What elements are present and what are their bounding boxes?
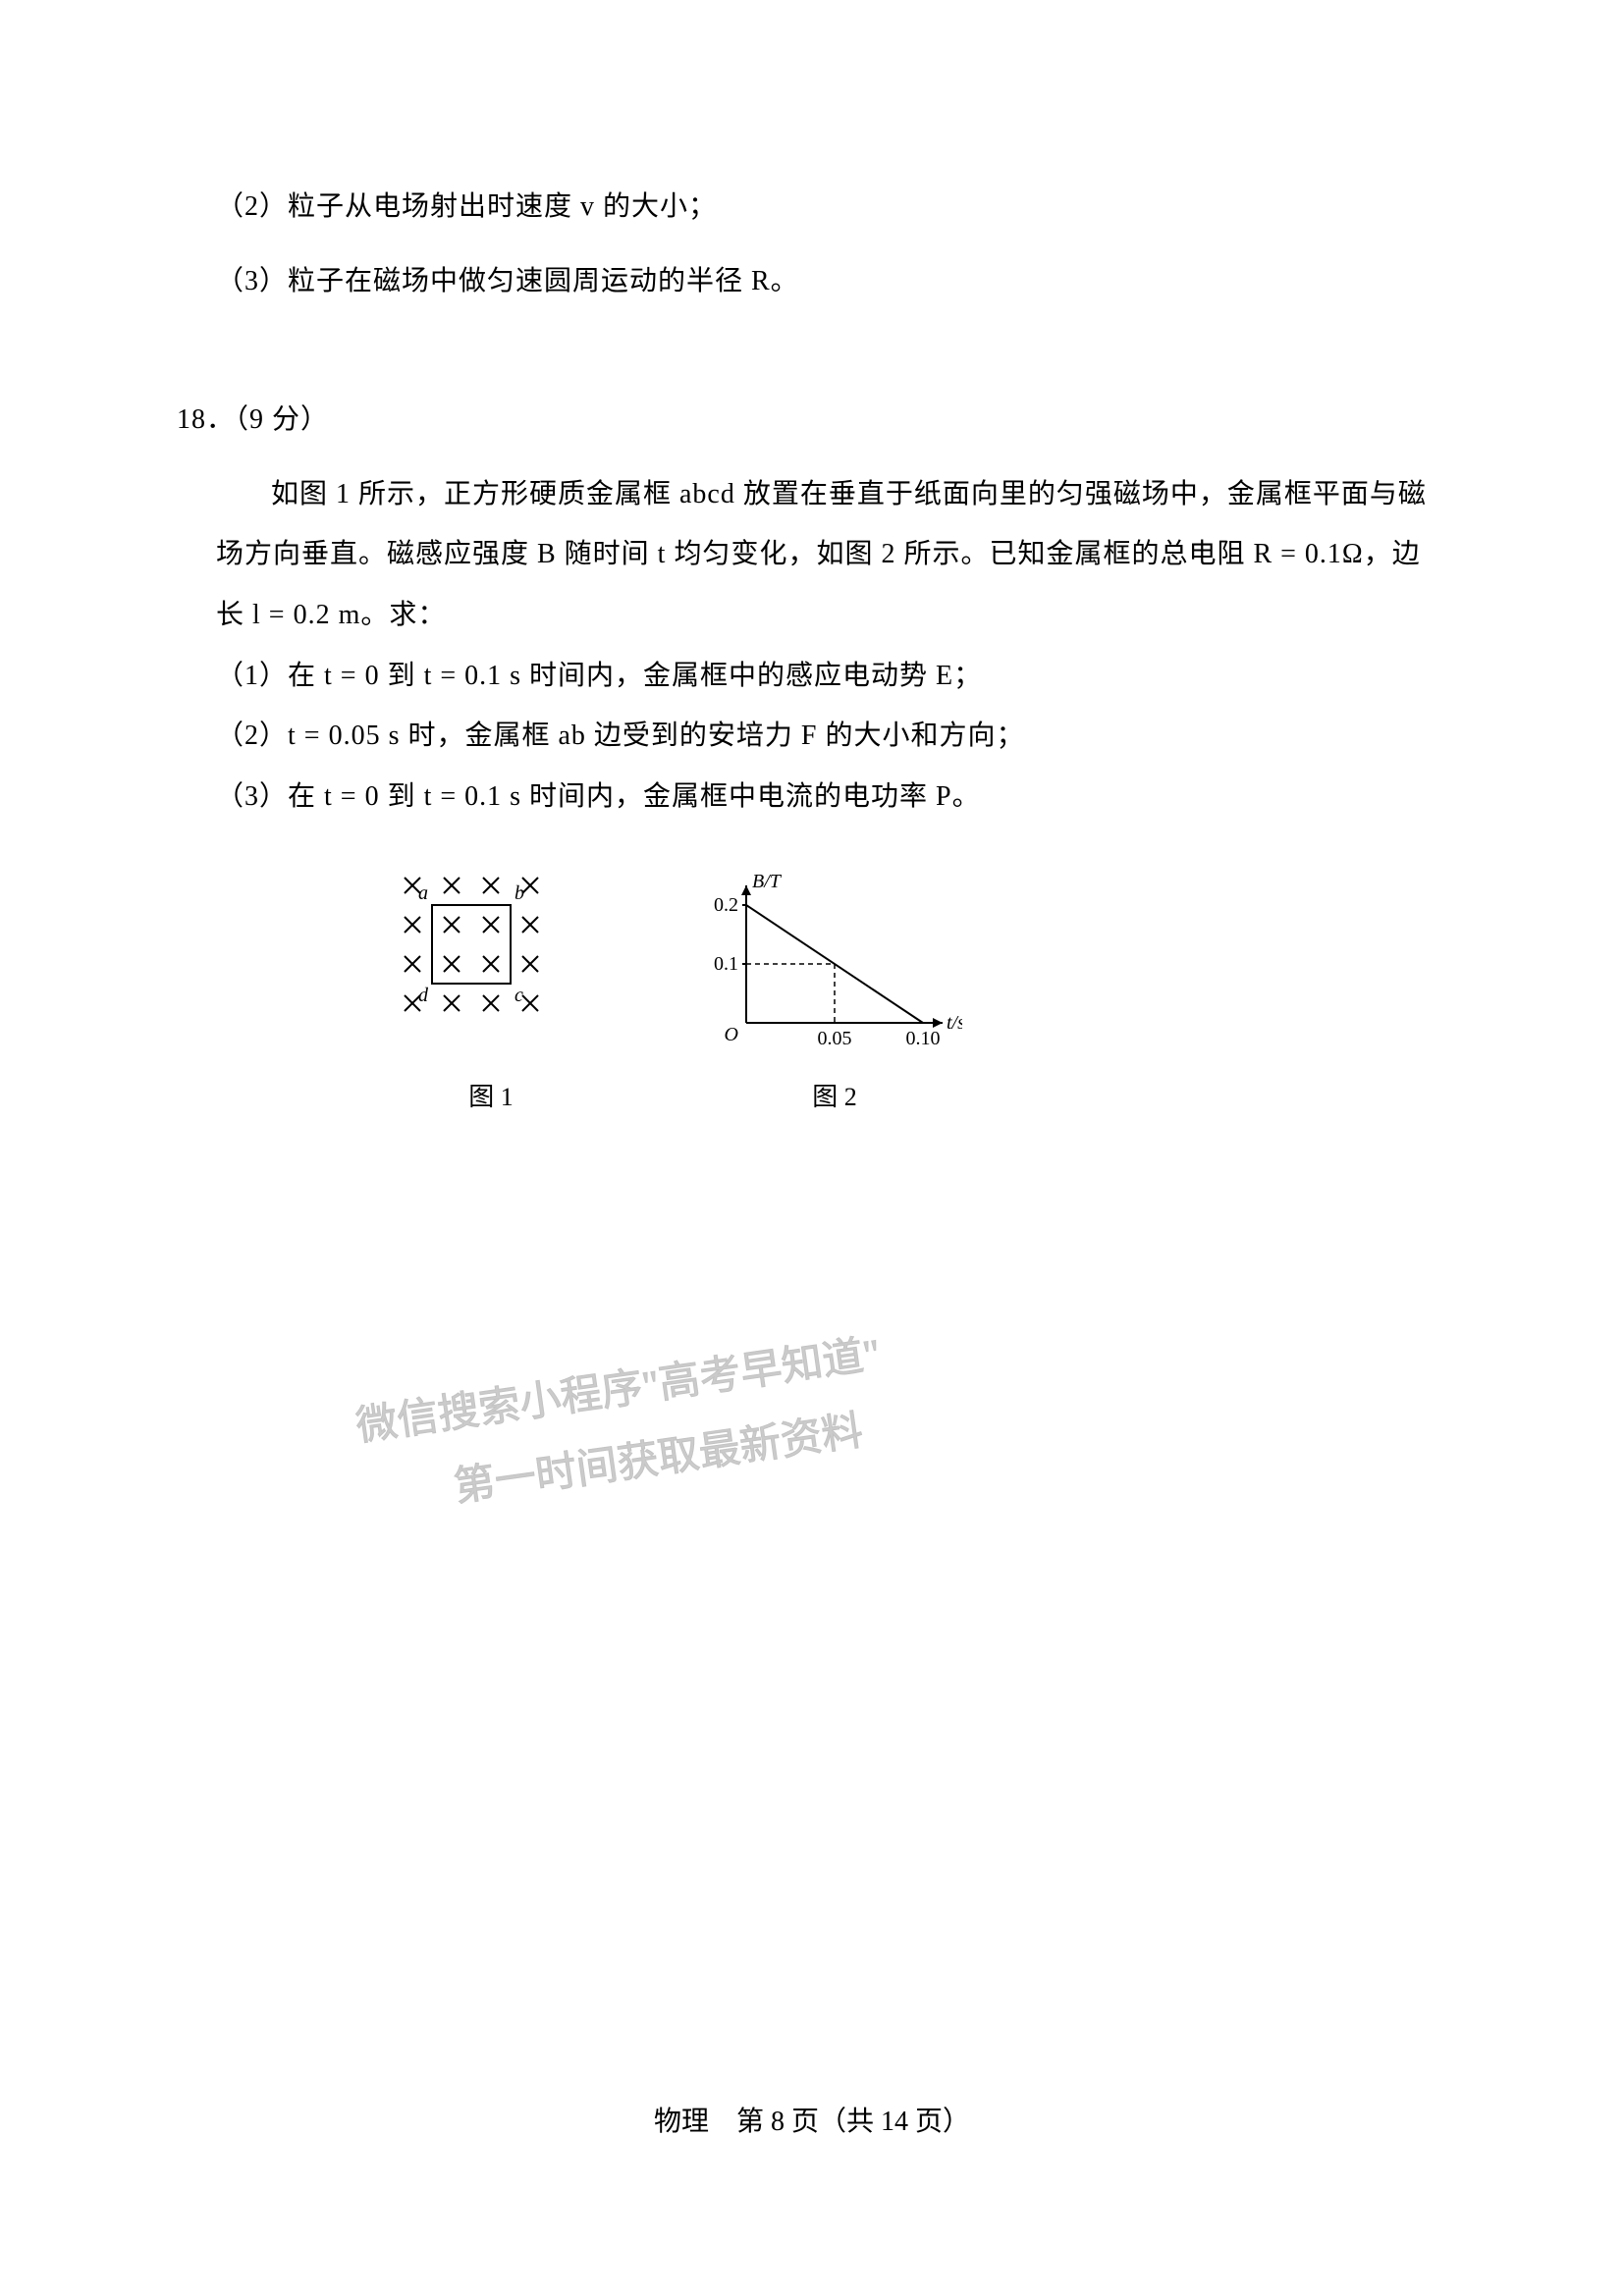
figure-1-label: 图 1 <box>393 1077 589 1113</box>
svg-text:0.10: 0.10 <box>906 1028 941 1049</box>
figure-2-svg: 0.2 0.1 0.05 0.10 O B/T t/s <box>707 866 962 1062</box>
svg-text:0.05: 0.05 <box>818 1028 852 1049</box>
q17-part2: （2）粒子从电场射出时速度 v 的大小； <box>177 177 1447 238</box>
figure-2-label: 图 2 <box>707 1077 962 1113</box>
svg-text:a: a <box>418 882 428 904</box>
svg-text:O: O <box>725 1024 738 1045</box>
q18-part1: （1）在 t = 0 到 t = 0.1 s 时间内，金属框中的感应电动势 E； <box>177 646 1447 707</box>
svg-text:0.1: 0.1 <box>714 953 738 975</box>
q17-part3: （3）粒子在磁场中做匀速圆周运动的半径 R。 <box>177 251 1447 312</box>
svg-text:b: b <box>514 882 524 904</box>
svg-text:c: c <box>514 985 523 1006</box>
q18-header: 18．（9 分） <box>177 390 1447 451</box>
q18-intro: 如图 1 所示，正方形硬质金属框 abcd 放置在垂直于纸面向里的匀强磁场中，金… <box>177 464 1447 646</box>
figure-2: 0.2 0.1 0.05 0.10 O B/T t/s 图 2 <box>707 866 962 1113</box>
figure-1: a b c d 图 1 <box>393 866 589 1113</box>
svg-text:t/s: t/s <box>947 1012 962 1034</box>
svg-text:0.2: 0.2 <box>714 894 738 916</box>
page-content: （2）粒子从电场射出时速度 v 的大小； （3）粒子在磁场中做匀速圆周运动的半径… <box>177 177 1447 1180</box>
watermark-line2: 第一时间获取最新资料 <box>450 1397 866 1514</box>
figures-container: abcd 图 1 0.20.10.050.10OB/Tt/s 图 2 微信搜索小… <box>177 866 1447 1180</box>
figure-1-svg: a b c d <box>393 866 589 1062</box>
q18-part3: （3）在 t = 0 到 t = 0.1 s 时间内，金属框中电流的电功率 P。 <box>177 767 1447 828</box>
page-footer: 物理 第 8 页（共 14 页） <box>0 2100 1624 2139</box>
q18-part2: （2）t = 0.05 s 时，金属框 ab 边受到的安培力 F 的大小和方向； <box>177 706 1447 767</box>
watermark-line1: 微信搜索小程序"高考早知道" <box>352 1320 884 1453</box>
svg-text:d: d <box>418 985 429 1006</box>
svg-text:B/T: B/T <box>752 871 783 892</box>
